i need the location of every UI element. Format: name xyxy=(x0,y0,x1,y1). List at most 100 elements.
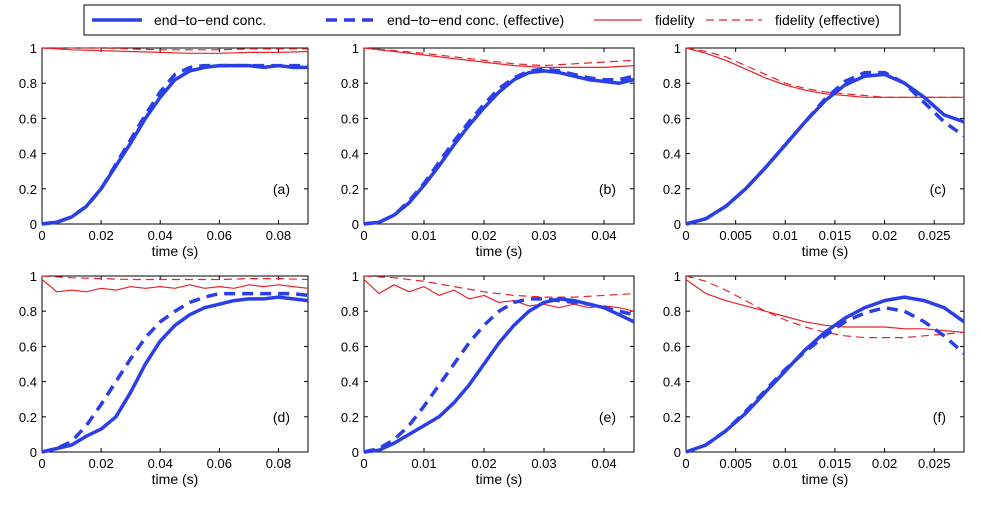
series-conc-effective-line xyxy=(685,305,966,454)
y-tick-label: 0.4 xyxy=(663,375,681,390)
y-tick-label: 0 xyxy=(674,217,681,232)
panel-e: 0 0.01 0.02 0.03 0.04 0 0.2 0.4 0.6 0.8 1 time (s) (… xyxy=(341,269,635,487)
panel-a: 0 0.02 0.04 0.06 0.08 0 0.2 0.4 0.6 0.8 1 time (s) (… xyxy=(19,41,309,259)
x-tick-label: 0.01 xyxy=(411,456,436,471)
x-axis-label: time (s) xyxy=(802,243,849,259)
y-tick-label: 0.6 xyxy=(341,111,359,126)
series-conc-effective-line xyxy=(685,70,966,226)
x-tick-label: 0.02 xyxy=(872,456,897,471)
y-tick-label: 0.6 xyxy=(663,339,681,354)
x-tick-label: 0.005 xyxy=(719,228,752,243)
series-conc-line xyxy=(41,63,308,226)
y-tick-label: 0.8 xyxy=(341,304,359,319)
y-tick-label: 0.6 xyxy=(19,339,37,354)
x-tick-label: 0.08 xyxy=(266,228,291,243)
y-tick-label: 0 xyxy=(352,445,359,460)
series-conc-line xyxy=(363,69,635,226)
plot-area xyxy=(363,47,635,225)
y-tick-label: 0.8 xyxy=(663,304,681,319)
series-fidelity-line xyxy=(41,47,309,54)
series-conc-line xyxy=(41,295,309,454)
y-tick-label: 0 xyxy=(30,217,37,232)
legend: end−to−end conc. end−to−end conc. (effec… xyxy=(83,4,901,36)
panel-label: (d) xyxy=(273,409,290,425)
y-tick-label: 1 xyxy=(352,41,359,56)
y-tick-label: 0.4 xyxy=(19,147,37,162)
x-tick-label: 0.02 xyxy=(88,456,113,471)
x-tick-label: 0 xyxy=(38,228,45,243)
y-tick-label: 0 xyxy=(352,217,359,232)
plot-area xyxy=(41,275,309,453)
y-tick-label: 0.2 xyxy=(341,410,359,425)
x-tick-label: 0.02 xyxy=(872,228,897,243)
x-tick-label: 0.04 xyxy=(148,456,173,471)
series-fidelity-effective-line xyxy=(363,275,635,298)
panel-label: (f) xyxy=(933,409,946,425)
y-tick-label: 0 xyxy=(674,445,681,460)
plot-area xyxy=(685,275,965,453)
y-tick-label: 0.4 xyxy=(341,375,359,390)
x-tick-label: 0.03 xyxy=(531,228,556,243)
y-tick-label: 0.6 xyxy=(19,111,37,126)
y-tick-label: 0.8 xyxy=(663,76,681,91)
x-tick-label: 0 xyxy=(360,456,367,471)
x-tick-label: 0.08 xyxy=(266,456,291,471)
x-tick-label: 0.015 xyxy=(819,456,852,471)
legend-label-conc-effective: end−to−end conc. (effective) xyxy=(387,12,564,28)
legend-label-fidelity: fidelity xyxy=(655,12,695,28)
x-axis-label: time (s) xyxy=(152,471,199,487)
y-tick-label: 0.4 xyxy=(663,147,681,162)
panel-f: 0 0.005 0.01 0.015 0.02 0.025 0 0.2 0.4 0.6 0.8 1 ti… xyxy=(663,269,966,487)
series-fidelity-line xyxy=(363,47,635,69)
plot-area xyxy=(685,47,965,225)
x-axis-label: time (s) xyxy=(476,243,523,259)
x-axis-label: time (s) xyxy=(802,471,849,487)
y-tick-label: 1 xyxy=(674,41,681,56)
y-tick-label: 1 xyxy=(352,269,359,284)
x-tick-label: 0.02 xyxy=(88,228,113,243)
series-conc-effective-line xyxy=(363,297,635,454)
y-tick-label: 0.2 xyxy=(19,410,37,425)
series-fidelity-line xyxy=(685,279,965,333)
y-tick-label: 0.4 xyxy=(341,147,359,162)
y-tick-label: 0.8 xyxy=(19,76,37,91)
x-tick-label: 0.025 xyxy=(918,456,951,471)
series-conc-effective-line xyxy=(41,291,309,454)
series-fidelity-line xyxy=(363,279,635,312)
y-tick-label: 1 xyxy=(30,269,37,284)
x-tick-label: 0.06 xyxy=(207,228,232,243)
panel-label: (b) xyxy=(599,181,616,197)
x-tick-label: 0 xyxy=(682,228,689,243)
series-conc-effective-line xyxy=(363,67,635,226)
y-tick-label: 0.4 xyxy=(19,375,37,390)
x-tick-label: 0 xyxy=(360,228,367,243)
x-tick-label: 0.02 xyxy=(471,456,496,471)
legend-label-fidelity-effective: fidelity (effective) xyxy=(775,12,880,28)
y-tick-label: 0.8 xyxy=(341,76,359,91)
y-tick-label: 0.2 xyxy=(19,182,37,197)
series-fidelity-effective-line xyxy=(363,47,635,67)
series-fidelity-effective-line xyxy=(42,47,308,51)
series-fidelity-line xyxy=(41,279,309,293)
y-tick-label: 1 xyxy=(30,41,37,56)
series-fidelity-effective-line xyxy=(685,47,964,98)
x-tick-label: 0.04 xyxy=(591,456,616,471)
panel-label: (e) xyxy=(599,409,616,425)
x-tick-label: 0.015 xyxy=(819,228,852,243)
plot-area xyxy=(41,47,309,225)
x-tick-label: 0.025 xyxy=(918,228,951,243)
x-tick-label: 0 xyxy=(38,456,45,471)
x-tick-label: 0.03 xyxy=(531,456,556,471)
x-tick-label: 0.04 xyxy=(148,228,173,243)
panel-label: (c) xyxy=(930,181,946,197)
y-tick-label: 0.2 xyxy=(663,410,681,425)
y-tick-label: 0 xyxy=(30,445,37,460)
y-tick-label: 0.2 xyxy=(663,182,681,197)
y-tick-label: 0.6 xyxy=(341,339,359,354)
panels: 0 0.02 0.04 0.06 0.08 0 0.2 0.4 0.6 0.8 1 time (s) (… xyxy=(19,41,966,487)
x-tick-label: 0.01 xyxy=(773,228,798,243)
legend-box xyxy=(83,4,901,36)
series-conc-effective-line xyxy=(41,63,308,226)
y-tick-label: 0.2 xyxy=(341,182,359,197)
